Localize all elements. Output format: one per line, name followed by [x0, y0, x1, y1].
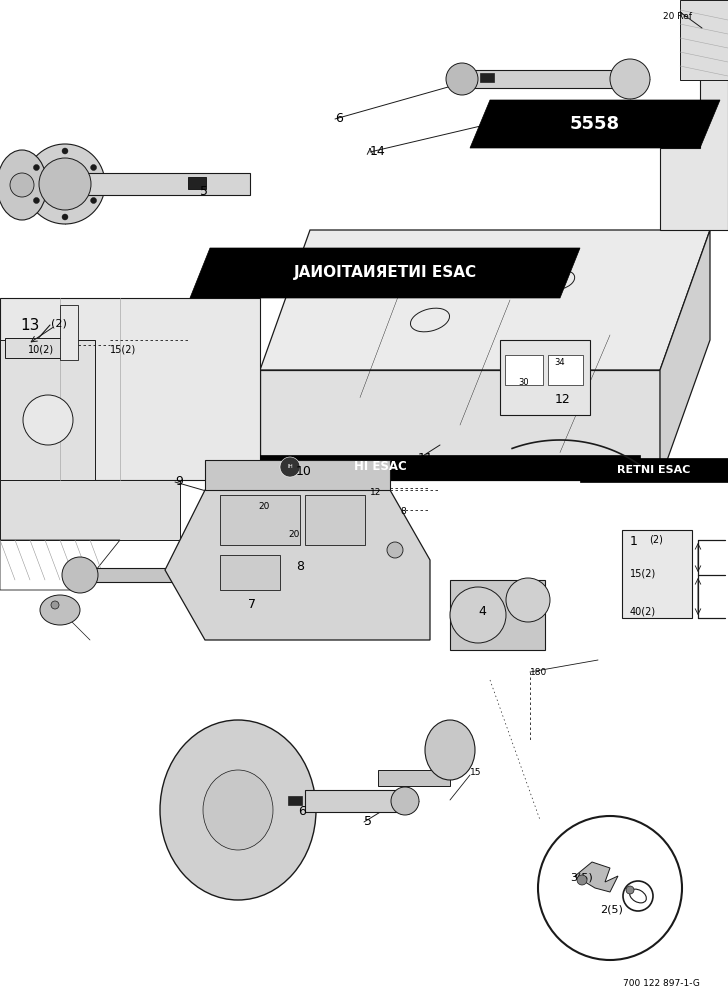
Polygon shape [0, 340, 95, 480]
Polygon shape [470, 100, 720, 148]
Text: 180: 180 [530, 668, 547, 677]
Circle shape [626, 886, 634, 894]
Circle shape [538, 816, 682, 960]
Polygon shape [260, 370, 660, 480]
Circle shape [25, 144, 105, 224]
Circle shape [450, 587, 506, 643]
Bar [305, 495, 365, 545]
Circle shape [62, 214, 68, 220]
Text: НI ESAC: НI ESAC [354, 460, 406, 474]
Polygon shape [205, 460, 390, 490]
Text: 20: 20 [288, 530, 299, 539]
Bar [305, 790, 405, 812]
Text: 5: 5 [200, 185, 208, 198]
Text: 12: 12 [555, 393, 571, 406]
Text: 1: 1 [630, 535, 638, 548]
Text: 15(2): 15(2) [110, 345, 136, 355]
Bar [65, 173, 250, 195]
Ellipse shape [411, 308, 449, 332]
Text: 40(2): 40(2) [630, 606, 656, 616]
Bar [378, 770, 450, 786]
Text: 10(2): 10(2) [28, 345, 54, 355]
Text: 6: 6 [298, 805, 306, 818]
Polygon shape [0, 480, 180, 540]
Text: 15: 15 [470, 768, 481, 777]
Ellipse shape [203, 770, 273, 850]
Bar [480, 73, 494, 82]
Text: 10: 10 [296, 465, 312, 478]
Text: 34: 34 [554, 358, 565, 367]
Polygon shape [680, 0, 728, 80]
Bar [462, 70, 630, 88]
Circle shape [33, 164, 39, 170]
Circle shape [280, 457, 300, 477]
Polygon shape [260, 230, 710, 370]
Ellipse shape [0, 150, 47, 220]
Text: 13: 13 [20, 318, 39, 333]
Ellipse shape [545, 270, 574, 290]
Text: 30: 30 [518, 378, 529, 387]
Text: 15(2): 15(2) [630, 568, 656, 578]
Text: 5558: 5558 [570, 115, 620, 133]
Text: 700 122 897-1-G: 700 122 897-1-G [623, 979, 700, 988]
Circle shape [23, 395, 73, 445]
Circle shape [90, 164, 97, 170]
Text: IH: IH [287, 464, 293, 470]
Text: JAИOITAИЯETИI ESAC: JAИOITAИЯETИI ESAC [293, 265, 477, 280]
Ellipse shape [160, 720, 316, 900]
Circle shape [62, 557, 98, 593]
Text: 3(5): 3(5) [570, 872, 593, 882]
Polygon shape [190, 248, 580, 298]
Bar [505, 355, 543, 385]
Bar [188, 177, 206, 189]
Text: 9: 9 [175, 475, 183, 488]
Bar [500, 340, 590, 415]
Text: 12: 12 [370, 488, 381, 497]
Text: 6: 6 [335, 112, 343, 125]
Polygon shape [0, 298, 260, 480]
Bar [548, 355, 583, 385]
Circle shape [51, 601, 59, 609]
Text: 4: 4 [478, 605, 486, 618]
Circle shape [90, 198, 97, 204]
Circle shape [391, 787, 419, 815]
Text: 8: 8 [296, 560, 304, 573]
Text: 20: 20 [258, 502, 269, 511]
Text: 2(5): 2(5) [600, 905, 623, 915]
Ellipse shape [425, 720, 475, 780]
Polygon shape [580, 458, 728, 482]
Text: 8: 8 [400, 507, 405, 516]
Bar [60, 305, 78, 360]
Circle shape [610, 59, 650, 99]
Bar [80, 568, 210, 582]
Polygon shape [575, 862, 618, 892]
Ellipse shape [40, 595, 80, 625]
Circle shape [39, 158, 91, 210]
Polygon shape [660, 230, 710, 480]
Circle shape [506, 578, 550, 622]
Text: 5: 5 [364, 815, 372, 828]
Circle shape [446, 63, 478, 95]
Text: RЕТNI ESAC: RЕТNI ESAC [617, 465, 691, 475]
Bar [220, 495, 300, 545]
Circle shape [10, 173, 34, 197]
Bar [288, 796, 302, 805]
Circle shape [387, 542, 403, 558]
Circle shape [62, 148, 68, 154]
Circle shape [577, 875, 587, 885]
Circle shape [33, 198, 39, 204]
Bar [5, 338, 73, 358]
Text: (2): (2) [649, 535, 663, 545]
Text: 20 Ref: 20 Ref [663, 12, 692, 21]
Text: 7: 7 [248, 598, 256, 611]
Bar [622, 530, 692, 618]
Polygon shape [660, 20, 728, 230]
Text: 11: 11 [418, 452, 434, 465]
Polygon shape [165, 490, 430, 640]
Polygon shape [260, 455, 640, 480]
Text: (2): (2) [51, 318, 67, 328]
Bar [220, 555, 280, 590]
Bar [450, 580, 545, 650]
Text: 14: 14 [370, 145, 386, 158]
